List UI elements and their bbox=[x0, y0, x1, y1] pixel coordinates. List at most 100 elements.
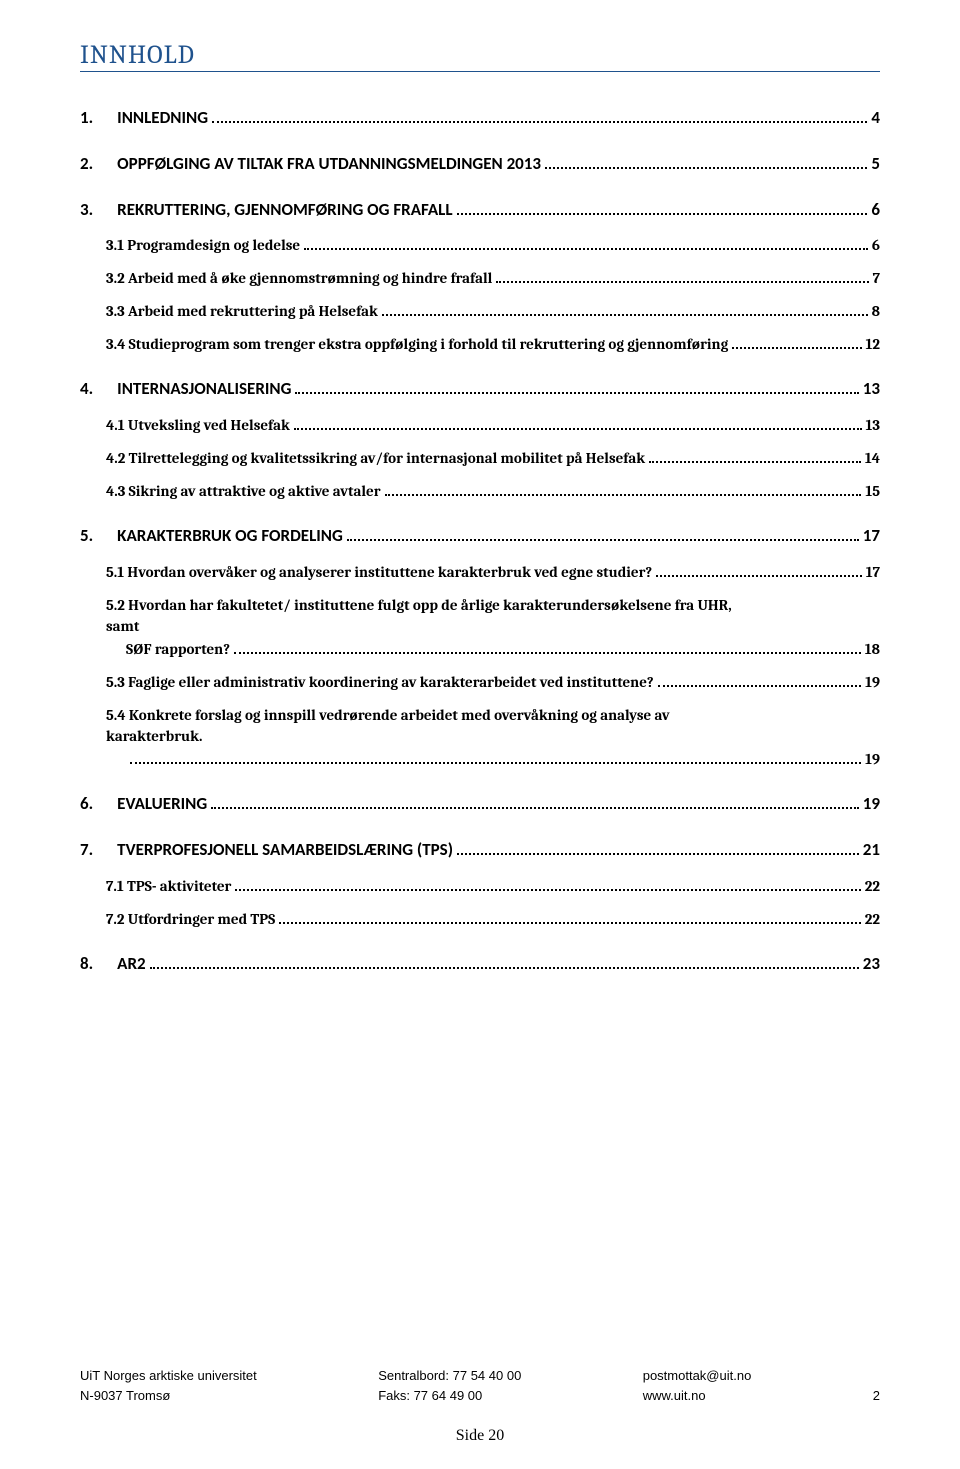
toc-entry[interactable]: 4. INTERNASJONALISERING 13 bbox=[80, 377, 880, 401]
footer-pagenum: 2 bbox=[873, 1386, 880, 1406]
toc-entry[interactable]: 5.KARAKTERBRUK OG FORDELING17 bbox=[80, 524, 880, 548]
toc-number: 5. bbox=[80, 524, 93, 548]
toc-pagenum: 13 bbox=[863, 377, 880, 401]
toc-leader-dots bbox=[211, 797, 859, 809]
toc-label: 3.4 Studieprogram som trenger ekstra opp… bbox=[106, 334, 728, 355]
toc-leader-dots bbox=[658, 676, 861, 687]
toc-entry[interactable]: 2. OPPFØLGING AV TILTAK FRA UTDANNINGSMEL… bbox=[80, 152, 880, 176]
toc-entry[interactable]: 3.3 Arbeid med rekruttering på Helsefak 8 bbox=[80, 301, 880, 322]
toc-leader-dots bbox=[279, 913, 861, 924]
footer-left: UiT Norges arktiske universitet N-9037 T… bbox=[80, 1366, 257, 1405]
toc-leader-dots bbox=[304, 240, 868, 251]
toc-pagenum: 17 bbox=[866, 562, 880, 583]
toc-pagenum: 14 bbox=[865, 448, 880, 469]
toc-pagenum: 5 bbox=[871, 152, 880, 176]
page-title: INNHOLD bbox=[80, 40, 880, 72]
toc-pagenum: 8 bbox=[872, 301, 880, 322]
toc-leader-dots bbox=[295, 383, 858, 395]
toc-label: 5.2 Hvordan har fakultetet/ instituttene… bbox=[106, 595, 746, 637]
toc-entry[interactable]: 5.4 Konkrete forslag og innspill vedrøre… bbox=[80, 705, 880, 747]
toc-pagenum: 12 bbox=[866, 334, 880, 355]
toc-pagenum: 23 bbox=[863, 952, 880, 976]
toc-label: INTERNASJONALISERING bbox=[117, 377, 291, 401]
toc-leader-dots bbox=[385, 486, 862, 497]
toc-label: TVERPROFESJONELL SAMARBEIDSLÆRING (TPS) bbox=[117, 838, 453, 862]
toc-leader-dots bbox=[234, 643, 861, 654]
toc-label: OPPFØLGING AV TILTAK FRA UTDANNINGSMELDI… bbox=[117, 152, 541, 176]
toc-leader-dots bbox=[294, 420, 862, 431]
toc-number: 7. bbox=[80, 838, 93, 862]
toc-number: 2. bbox=[80, 152, 93, 176]
toc-entry[interactable]: 4.1 Utveksling ved Helsefak 13 bbox=[80, 415, 880, 436]
footer-web: www.uit.no bbox=[643, 1386, 752, 1406]
toc-entry[interactable]: 3.1 Programdesign og ledelse 6 bbox=[80, 235, 880, 256]
footer-address: N-9037 Tromsø bbox=[80, 1386, 257, 1406]
toc-pagenum: 18 bbox=[865, 639, 880, 660]
toc-leader-dots bbox=[130, 753, 861, 764]
toc-pagenum: 17 bbox=[863, 524, 880, 548]
toc-entry-cont[interactable]: SØF rapporten? 18 bbox=[80, 639, 880, 660]
toc-leader-dots bbox=[347, 529, 859, 541]
toc-entry[interactable]: 3.4 Studieprogram som trenger ekstra opp… bbox=[80, 334, 880, 355]
toc-number: 8. bbox=[80, 952, 93, 976]
toc-label: 7.2 Utfordringer med TPS bbox=[106, 909, 275, 930]
toc-label: 4.3 Sikring av attraktive og aktive avta… bbox=[106, 481, 381, 502]
toc-label: 5.3 Faglige eller administrativ koordine… bbox=[106, 672, 654, 693]
footer-fax: Faks: 77 64 49 00 bbox=[378, 1386, 521, 1406]
toc-entry[interactable]: 5.3 Faglige eller administrativ koordine… bbox=[80, 672, 880, 693]
toc-leader-dots bbox=[656, 566, 862, 577]
toc-label: AR2 bbox=[117, 952, 146, 976]
toc-label: 4.2 Tilrettelegging og kvalitetssikring … bbox=[106, 448, 645, 469]
footer-phone: Sentralbord: 77 54 40 00 bbox=[378, 1366, 521, 1386]
toc-number: 1. bbox=[80, 106, 93, 130]
toc-label: 4.1 Utveksling ved Helsefak bbox=[106, 415, 290, 436]
toc-pagenum: 13 bbox=[866, 415, 881, 436]
footer-pagenum-col: 2 bbox=[873, 1366, 880, 1405]
toc-number: 4. bbox=[80, 377, 93, 401]
toc-entry[interactable]: 4.2 Tilrettelegging og kvalitetssikring … bbox=[80, 448, 880, 469]
toc-pagenum: 22 bbox=[865, 876, 880, 897]
toc-label: REKRUTTERING, GJENNOMFØRING OG FRAFALL bbox=[117, 198, 452, 222]
toc-label: 5.1 Hvordan overvåker og analyserer inst… bbox=[106, 562, 652, 583]
table-of-contents: 1.INNLEDNING4 2. OPPFØLGING AV TILTAK FRA … bbox=[80, 106, 880, 975]
toc-leader-dots bbox=[235, 880, 860, 891]
bottom-page-label: Side 20 bbox=[0, 1427, 960, 1445]
toc-label: 7.1 TPS- aktiviteter bbox=[106, 876, 231, 897]
toc-leader-dots bbox=[382, 306, 868, 317]
footer-email: postmottak@uit.no bbox=[643, 1366, 752, 1386]
toc-pagenum: 19 bbox=[865, 749, 880, 770]
toc-pagenum: 22 bbox=[865, 909, 880, 930]
toc-entry[interactable]: 4.3 Sikring av attraktive og aktive avta… bbox=[80, 481, 880, 502]
toc-entry[interactable]: 5.2 Hvordan har fakultetet/ instituttene… bbox=[80, 595, 880, 637]
toc-leader-dots bbox=[496, 273, 868, 284]
footer-mid: Sentralbord: 77 54 40 00 Faks: 77 64 49 … bbox=[378, 1366, 521, 1405]
toc-pagenum: 6 bbox=[872, 235, 880, 256]
toc-entry[interactable]: 7. TVERPROFESJONELL SAMARBEIDSLÆRING (TPS… bbox=[80, 838, 880, 862]
toc-entry-cont[interactable]: 19 bbox=[80, 749, 880, 770]
toc-entry[interactable]: 8. AR2 23 bbox=[80, 952, 880, 976]
toc-entry[interactable]: 3.2 Arbeid med å øke gjennomstrømning og… bbox=[80, 268, 880, 289]
toc-entry[interactable]: 7.1 TPS- aktiviteter 22 bbox=[80, 876, 880, 897]
toc-label: 3.3 Arbeid med rekruttering på Helsefak bbox=[106, 301, 378, 322]
toc-entry[interactable]: 1.INNLEDNING4 bbox=[80, 106, 880, 130]
toc-pagenum: 6 bbox=[871, 198, 880, 222]
toc-number: 3. bbox=[80, 198, 93, 222]
toc-label: 5.4 Konkrete forslag og innspill vedrøre… bbox=[106, 705, 746, 747]
footer-right: postmottak@uit.no www.uit.no bbox=[643, 1366, 752, 1405]
page-footer: UiT Norges arktiske universitet N-9037 T… bbox=[80, 1366, 880, 1405]
toc-pagenum: 4 bbox=[871, 106, 880, 130]
toc-leader-dots bbox=[649, 453, 861, 464]
toc-label: SØF rapporten? bbox=[126, 639, 230, 660]
toc-leader-dots bbox=[457, 203, 868, 215]
toc-pagenum: 7 bbox=[873, 268, 880, 289]
toc-entry[interactable]: 3. REKRUTTERING, GJENNOMFØRING OG FRAFALL… bbox=[80, 198, 880, 222]
toc-entry[interactable]: 5.1 Hvordan overvåker og analyserer inst… bbox=[80, 562, 880, 583]
toc-pagenum: 19 bbox=[863, 792, 880, 816]
toc-leader-dots bbox=[732, 339, 861, 350]
toc-leader-dots bbox=[545, 157, 867, 169]
toc-leader-dots bbox=[212, 111, 867, 123]
toc-entry[interactable]: 6.EVALUERING19 bbox=[80, 792, 880, 816]
footer-org: UiT Norges arktiske universitet bbox=[80, 1366, 257, 1386]
toc-entry[interactable]: 7.2 Utfordringer med TPS 22 bbox=[80, 909, 880, 930]
toc-label: 3.1 Programdesign og ledelse bbox=[106, 235, 300, 256]
